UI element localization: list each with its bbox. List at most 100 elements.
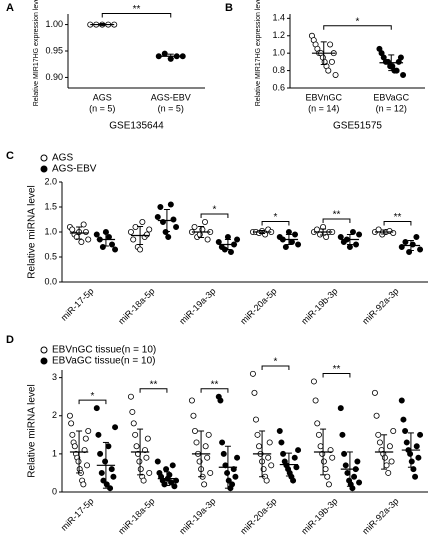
x-tick-label: miR-18a-5p [116, 496, 156, 536]
data-point [323, 233, 330, 240]
data-point [142, 447, 149, 454]
data-point [219, 439, 226, 446]
data-point [229, 481, 236, 488]
data-point [98, 469, 105, 476]
data-point [354, 458, 361, 465]
x-tick-label: EBVaGC [373, 92, 409, 102]
panel-label: A [6, 2, 14, 14]
data-point [386, 443, 393, 450]
data-point [390, 229, 397, 236]
data-point [314, 420, 321, 427]
data-point [402, 427, 409, 434]
significance-label: ** [333, 364, 341, 375]
data-point [108, 466, 115, 473]
data-point [325, 67, 332, 74]
significance-bracket [101, 13, 172, 18]
data-point [93, 405, 100, 412]
data-point [143, 231, 150, 238]
data-point [105, 233, 112, 240]
significance-label: ** [394, 212, 402, 223]
data-point [400, 71, 407, 78]
data-point [252, 416, 259, 423]
legend-marker [40, 346, 48, 354]
data-point [324, 473, 331, 480]
data-point [322, 466, 329, 473]
significance-bracket [139, 388, 168, 393]
x-tick-note: (n = 14) [308, 103, 339, 113]
x-tick-label: miR-19a-3p [177, 496, 217, 536]
data-point [82, 228, 89, 235]
data-point [356, 231, 363, 238]
significance-label: * [213, 205, 217, 216]
data-point [80, 221, 87, 228]
panel-label: D [6, 334, 14, 346]
significance-bracket [261, 365, 290, 370]
data-point [344, 469, 351, 476]
significance-label: ** [133, 4, 141, 15]
data-point [320, 458, 327, 465]
data-point [143, 454, 150, 461]
y-tick-label: 0.95 [45, 45, 63, 55]
data-point [167, 201, 174, 208]
significance-bracket [383, 221, 412, 226]
y-tick-label: 2.0 [44, 176, 57, 186]
data-point [327, 41, 334, 48]
data-point [412, 473, 419, 480]
data-point [140, 477, 147, 484]
data-point [215, 238, 222, 245]
data-point [188, 397, 195, 404]
data-point [256, 443, 263, 450]
data-point [154, 458, 161, 465]
x-tick-label: miR-17-5p [59, 286, 96, 323]
data-point [339, 431, 346, 438]
data-point [204, 454, 211, 461]
data-point [146, 226, 153, 233]
x-tick-note: (n = 5) [158, 103, 184, 113]
data-point [161, 50, 168, 57]
data-point [249, 370, 256, 377]
data-point [390, 427, 397, 434]
data-point [291, 454, 298, 461]
data-point [173, 477, 180, 484]
data-point [144, 435, 151, 442]
panel-label: B [225, 2, 233, 14]
data-point [315, 431, 322, 438]
data-point [337, 405, 344, 412]
data-point [397, 54, 404, 61]
data-point [325, 481, 332, 488]
data-point [346, 243, 353, 250]
data-point [190, 412, 197, 419]
data-point [376, 439, 383, 446]
data-point [173, 223, 180, 230]
data-point [105, 443, 112, 450]
data-point [265, 454, 272, 461]
data-point [328, 58, 335, 65]
y-axis-label: Relative miRNA level [27, 185, 38, 278]
data-point [349, 228, 356, 235]
data-point [263, 477, 270, 484]
data-point [191, 223, 198, 230]
data-point [204, 236, 211, 243]
data-point [139, 218, 146, 225]
x-tick-label: miR-19b-3p [299, 286, 339, 326]
data-point [375, 431, 382, 438]
data-point [383, 462, 390, 469]
legend-label: AGS-EBV [52, 164, 97, 175]
data-point [285, 228, 292, 235]
y-axis-label: Relative miRNA level [27, 384, 38, 477]
data-point [202, 443, 209, 450]
x-tick-label: miR-19a-3p [177, 286, 217, 326]
data-point [268, 462, 275, 469]
data-point [417, 246, 424, 253]
data-point [234, 454, 241, 461]
data-point [95, 431, 102, 438]
data-point [154, 213, 161, 220]
x-tick-note: (n = 12) [376, 103, 407, 113]
data-point [288, 238, 295, 245]
x-tick-label: AGS [93, 92, 112, 102]
legend-label: EBVnGC tissue(n = 10) [52, 345, 156, 356]
significance-bracket [261, 221, 290, 226]
legend-label: EBVaGC tissue(n = 10) [52, 356, 155, 367]
data-point [171, 483, 178, 490]
